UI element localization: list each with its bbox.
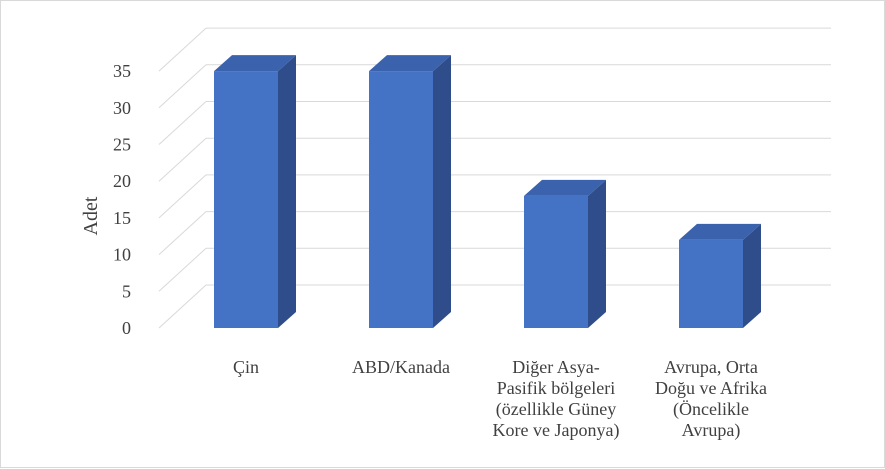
y-tick-label: 30 xyxy=(113,98,131,118)
x-category-label-line: Diğer Asya- xyxy=(512,357,599,377)
bar xyxy=(369,55,451,328)
y-tick-label: 20 xyxy=(113,171,131,191)
gridline-diagonal xyxy=(158,64,207,109)
gridline-diagonal xyxy=(158,101,207,145)
y-tick-label: 25 xyxy=(113,135,131,155)
bar-top xyxy=(524,179,606,196)
x-category-label-line: Doğu ve Afrika xyxy=(655,378,767,398)
x-category-label-line: Avrupa) xyxy=(682,420,741,441)
gridline-diagonal xyxy=(158,174,207,219)
y-tick-label: 0 xyxy=(122,318,131,338)
x-axis-categories: Çin ABD/Kanada Diğer Asya-Pasifik bölgeler… xyxy=(233,357,767,441)
bar-front xyxy=(369,71,433,328)
x-category-label-line: (özellikle Güney xyxy=(496,399,616,420)
x-category-label: Diğer Asya-Pasifik bölgeleri (özellikle G… xyxy=(493,357,620,441)
x-category-label-line: Avrupa, Orta xyxy=(664,357,758,377)
bar-top xyxy=(679,223,761,240)
x-category-label-line: Kore ve Japonya) xyxy=(493,420,620,441)
x-category-label: Çin xyxy=(233,357,259,377)
gridline-diagonal xyxy=(158,137,207,182)
y-tick-label: 5 xyxy=(122,281,131,301)
x-category-label: Avrupa, Orta Doğu ve Afrika (Öncelikle Avru… xyxy=(655,357,767,441)
y-tick-label: 35 xyxy=(113,61,131,81)
x-category-label-line: Pasifik bölgeleri xyxy=(497,378,615,398)
gridline-diagonal xyxy=(158,211,207,255)
bar xyxy=(524,179,606,328)
bar-front xyxy=(524,195,588,328)
bar-top xyxy=(214,55,296,72)
gridline-diagonal xyxy=(158,27,207,72)
bar-side xyxy=(433,55,451,328)
x-category-label-line: Çin xyxy=(233,357,259,377)
y-tick-label: 10 xyxy=(113,245,131,265)
bar-top xyxy=(369,55,451,72)
x-category-label-line: ABD/Kanada xyxy=(352,357,450,377)
bar xyxy=(679,223,761,328)
bar-side xyxy=(743,223,761,328)
x-category-label: ABD/Kanada xyxy=(352,357,450,377)
bar-front xyxy=(214,71,278,328)
bar-side xyxy=(278,55,296,328)
bars xyxy=(214,55,761,328)
y-axis-label: Adet xyxy=(80,196,102,235)
bar xyxy=(214,55,296,328)
gridline-diagonal xyxy=(158,284,207,329)
bar-front xyxy=(679,239,743,328)
bar-side xyxy=(588,179,606,328)
y-tick-label: 15 xyxy=(113,208,131,228)
gridline-diagonal xyxy=(158,247,207,292)
gridlines xyxy=(158,27,831,329)
y-axis-ticks: 0 5 10 15 20 25 30 35 xyxy=(113,61,131,338)
x-category-label-line: (Öncelikle xyxy=(673,399,749,420)
